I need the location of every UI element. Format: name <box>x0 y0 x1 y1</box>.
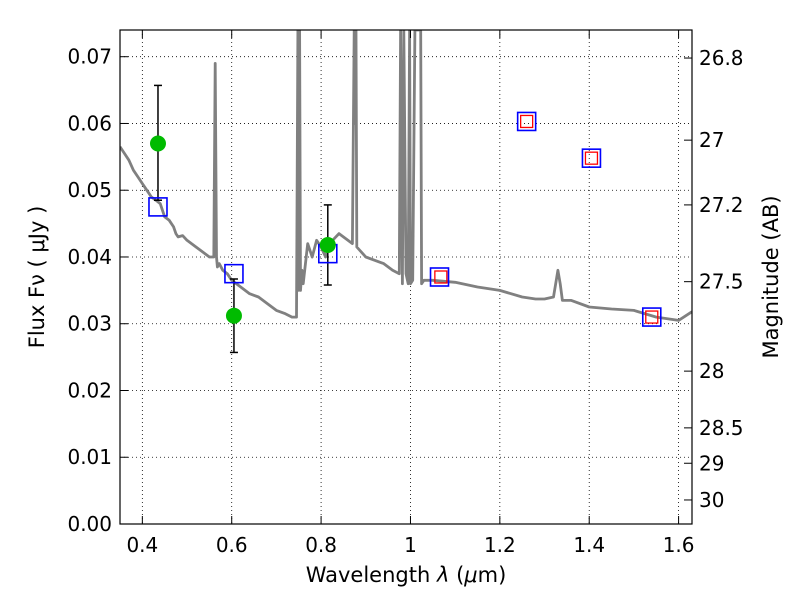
y2-tick-label: 27 <box>699 128 724 152</box>
model-photometry-point <box>429 267 450 287</box>
model-spectrum-line <box>120 30 692 322</box>
x-tick-label: 1 <box>404 533 417 557</box>
x-tick-label: 1.6 <box>663 533 695 557</box>
axis-ticks: 0.4 0.6 0.8 1 1.2 1.4 1.6 0.00 0.01 0.02 0.03 0.04 0… <box>67 30 744 557</box>
observed-photometry-point <box>584 151 599 165</box>
model-photometry-point <box>516 111 537 132</box>
axis-labels: Wavelength λ (μm) Flux Fν ( μJy ) Magnit… <box>25 195 783 587</box>
detection-point <box>319 236 336 253</box>
y-tick-label: 0.01 <box>67 445 112 469</box>
y2-tick-label: 29 <box>699 451 724 475</box>
error-bars <box>153 84 332 354</box>
y-tick-label: 0.00 <box>67 512 112 536</box>
model-photometry-point <box>224 263 244 284</box>
x-tick-label: 0.6 <box>216 533 248 557</box>
x-tick-label: 1.2 <box>484 533 516 557</box>
x-axis-label: Wavelength λ (μm) <box>306 563 507 587</box>
y-tick-label: 0.06 <box>67 111 112 135</box>
y-tick-label: 0.04 <box>67 245 112 269</box>
plot-frame <box>119 29 693 525</box>
y2-axis-label: Magnitude (AB) <box>759 195 783 358</box>
y-tick-label: 0.07 <box>67 45 112 69</box>
model-photometry-point <box>641 307 662 327</box>
model-spectrum <box>120 30 692 322</box>
x-tick-label: 0.4 <box>126 533 158 557</box>
x-tick-label: 1.4 <box>573 533 605 557</box>
y-tick-label: 0.03 <box>67 312 112 336</box>
y2-tick-label: 27.5 <box>699 270 744 294</box>
detection-point <box>149 135 166 152</box>
grid-lines <box>120 30 692 524</box>
data-markers <box>148 111 662 327</box>
model-photometry-point <box>148 197 168 217</box>
detection-point <box>225 307 242 324</box>
y2-tick-label: 30 <box>699 488 724 512</box>
y-axis-label: Flux Fν ( μJy ) <box>25 206 49 349</box>
y-tick-label: 0.02 <box>67 378 112 402</box>
y2-tick-label: 28.5 <box>699 416 744 440</box>
y2-tick-label: 26.8 <box>699 46 744 70</box>
observed-photometry-point <box>645 310 659 324</box>
observed-photometry-point <box>520 114 534 129</box>
y2-tick-label: 28 <box>699 359 724 383</box>
model-photometry-point <box>581 148 602 168</box>
y2-tick-label: 27.2 <box>699 193 744 217</box>
x-tick-label: 0.8 <box>305 533 337 557</box>
observed-photometry-point <box>434 270 448 284</box>
y-tick-label: 0.05 <box>67 178 112 202</box>
